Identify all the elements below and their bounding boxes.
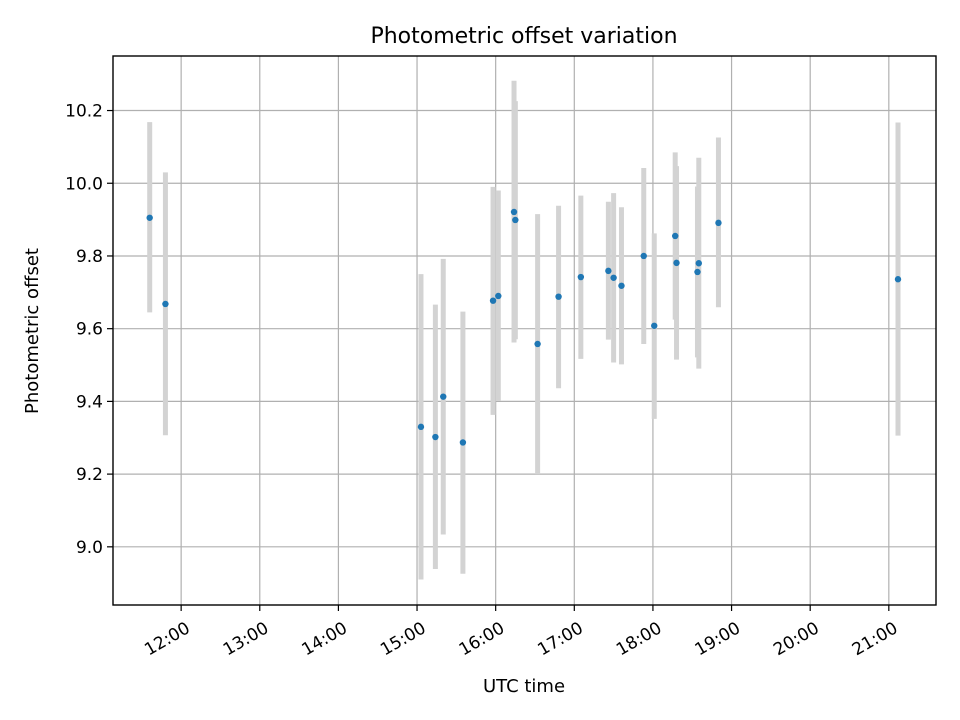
data-point	[417, 423, 425, 431]
data-point	[695, 260, 702, 267]
y-tick-label: 9.2	[76, 465, 103, 485]
data-point	[510, 208, 518, 216]
data-point	[146, 214, 153, 221]
y-tick-label: 10.0	[65, 174, 103, 194]
data-point	[459, 439, 467, 446]
x-tick-label: 18:00	[613, 618, 665, 660]
y-tick-label: 9.8	[76, 247, 103, 267]
data-point	[610, 274, 617, 281]
x-tick-label: 19:00	[692, 618, 744, 660]
axis-ticks: 12:00 13:00 14:00 15:00 16:00 17:00 18:00 19:00…	[65, 102, 901, 661]
x-tick-label: 20:00	[770, 618, 822, 660]
data-point	[162, 300, 169, 308]
data-point	[640, 252, 647, 260]
data-point	[512, 216, 519, 224]
x-tick-label: 12:00	[141, 618, 193, 660]
x-tick-label: 17:00	[534, 618, 586, 660]
data-points	[146, 208, 902, 446]
data-point	[495, 292, 502, 300]
data-point	[672, 232, 679, 240]
x-tick-label: 14:00	[298, 618, 350, 660]
data-point	[440, 393, 447, 400]
y-tick-label: 9.6	[76, 320, 103, 340]
data-point	[618, 282, 625, 289]
error-bars	[147, 80, 901, 580]
grid	[113, 56, 936, 605]
data-point	[715, 219, 722, 227]
data-point	[555, 293, 562, 300]
y-axis-label: Photometric offset	[22, 248, 43, 414]
x-tick-label: 15:00	[377, 618, 429, 660]
y-tick-label: 9.0	[76, 538, 103, 558]
data-point	[651, 322, 658, 329]
data-point	[694, 268, 701, 276]
data-point	[894, 276, 902, 283]
data-point	[432, 433, 439, 441]
y-tick-label: 10.2	[65, 102, 103, 122]
x-tick-label: 13:00	[220, 618, 272, 660]
data-point	[534, 340, 541, 348]
chart-title: Photometric offset variation	[370, 24, 677, 49]
y-tick-label: 9.4	[76, 392, 103, 412]
plot-frame	[112, 55, 937, 606]
data-point	[605, 267, 612, 275]
data-point	[489, 297, 497, 304]
x-tick-label: 16:00	[456, 618, 508, 660]
data-point	[673, 259, 680, 267]
data-point	[577, 273, 585, 281]
x-axis-label: UTC time	[483, 676, 565, 697]
x-tick-label: 21:00	[849, 618, 901, 660]
